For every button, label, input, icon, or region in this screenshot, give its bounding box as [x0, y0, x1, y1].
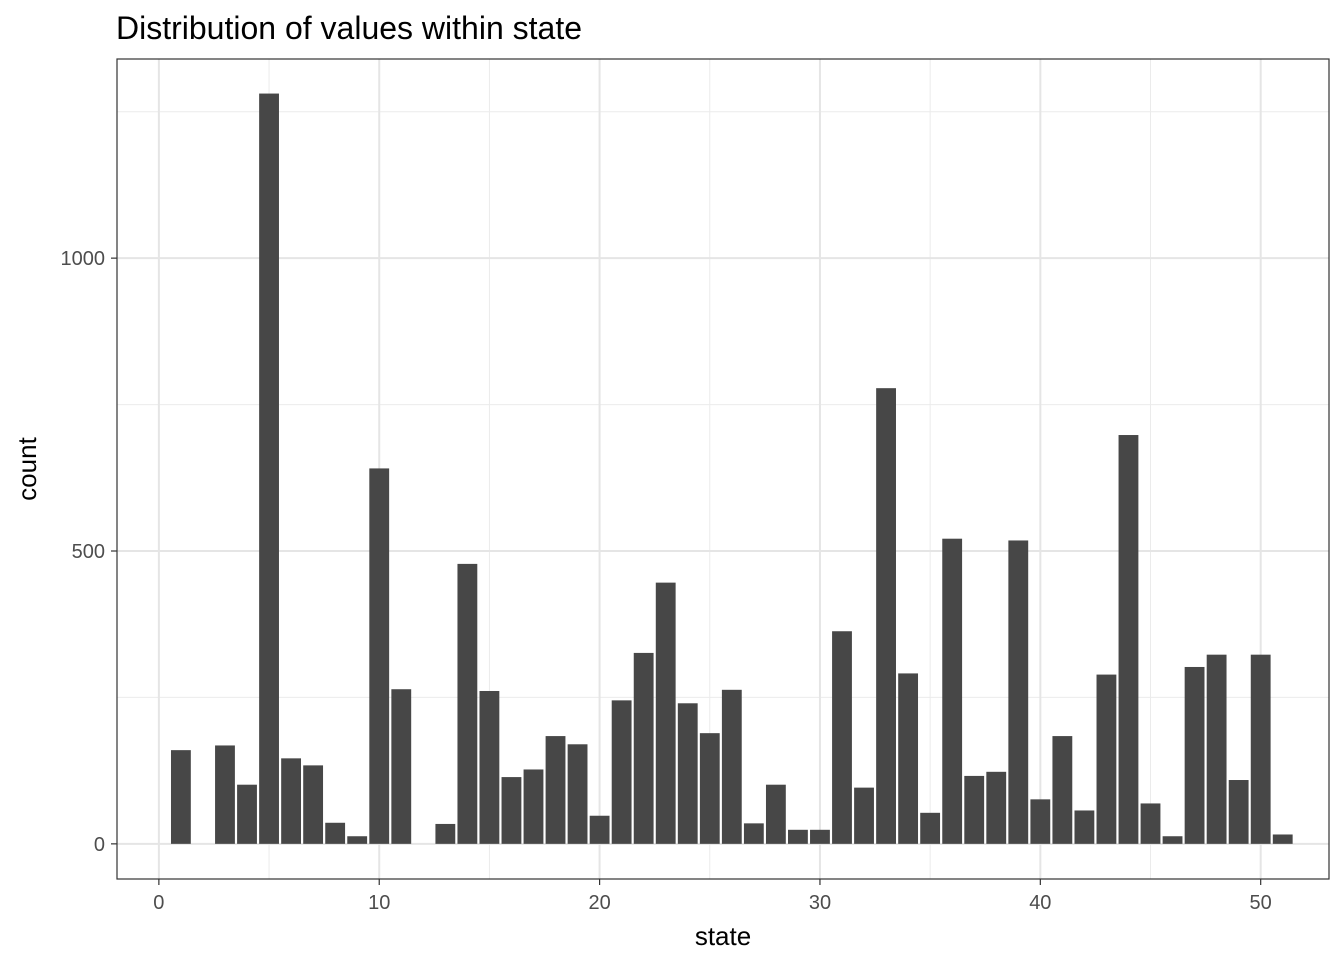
- y-tick-label: 1000: [61, 248, 106, 270]
- y-axis-title: count: [12, 436, 42, 500]
- bar-state-49: [1228, 780, 1249, 844]
- bar-state-41: [1052, 736, 1073, 844]
- x-tick-label: 0: [153, 892, 164, 914]
- bar-state-13: [435, 823, 456, 844]
- x-tick-label: 50: [1250, 892, 1272, 914]
- bar-state-31: [832, 631, 852, 844]
- plot-border: [116, 58, 1330, 880]
- bar-state-14: [457, 563, 478, 844]
- bar-state-29: [788, 829, 808, 844]
- bar-state-22: [633, 652, 654, 844]
- bar-state-8: [325, 822, 346, 844]
- bar-state-34: [898, 673, 919, 844]
- chart-title: Distribution of values within state: [116, 10, 582, 46]
- bar-state-43: [1096, 674, 1117, 844]
- bars: [170, 93, 1293, 844]
- bar-state-3: [215, 745, 235, 844]
- bar-state-16: [501, 777, 522, 844]
- bar-state-37: [964, 775, 985, 844]
- bar-state-11: [391, 689, 412, 844]
- bar-state-44: [1118, 435, 1139, 844]
- bar-state-4: [237, 784, 257, 844]
- bar-state-6: [281, 758, 302, 844]
- bar-state-5: [259, 93, 279, 844]
- x-tick-label: 40: [1029, 892, 1051, 914]
- bar-state-39: [1008, 540, 1029, 844]
- x-tick-label: 10: [368, 892, 390, 914]
- bar-state-45: [1140, 803, 1161, 844]
- x-tick-label: 20: [588, 892, 610, 914]
- bar-state-9: [347, 836, 368, 844]
- y-tick-label: 0: [94, 834, 105, 856]
- bar-state-28: [765, 784, 786, 844]
- bar-state-51: [1272, 834, 1293, 844]
- bar-state-10: [369, 468, 390, 844]
- x-tick-label: 30: [809, 892, 831, 914]
- bar-state-1: [170, 750, 191, 844]
- bar-state-33: [876, 388, 896, 844]
- bar-state-30: [810, 829, 830, 844]
- bar-state-19: [567, 744, 588, 844]
- bar-state-38: [986, 771, 1007, 844]
- bar-state-36: [942, 538, 963, 844]
- bar-state-23: [655, 582, 676, 844]
- bar-state-47: [1184, 666, 1205, 844]
- bar-state-46: [1162, 836, 1183, 844]
- bar-state-7: [303, 765, 324, 844]
- bar-state-17: [523, 769, 544, 844]
- bar-state-27: [743, 823, 764, 844]
- bar-state-50: [1250, 654, 1271, 844]
- bar-state-24: [677, 703, 698, 844]
- bar-state-25: [699, 733, 720, 844]
- bar-state-26: [721, 689, 742, 844]
- bar-state-15: [479, 690, 500, 844]
- bar-state-21: [611, 700, 632, 844]
- bar-state-32: [854, 787, 874, 844]
- bar-state-18: [545, 736, 566, 844]
- bar-state-48: [1206, 654, 1227, 844]
- y-tick-label: 500: [72, 541, 105, 563]
- bar-state-42: [1074, 810, 1095, 844]
- bar-state-20: [589, 815, 610, 844]
- bar-state-40: [1030, 799, 1051, 844]
- x-axis-title: state: [695, 921, 751, 951]
- bar-state-35: [920, 812, 941, 844]
